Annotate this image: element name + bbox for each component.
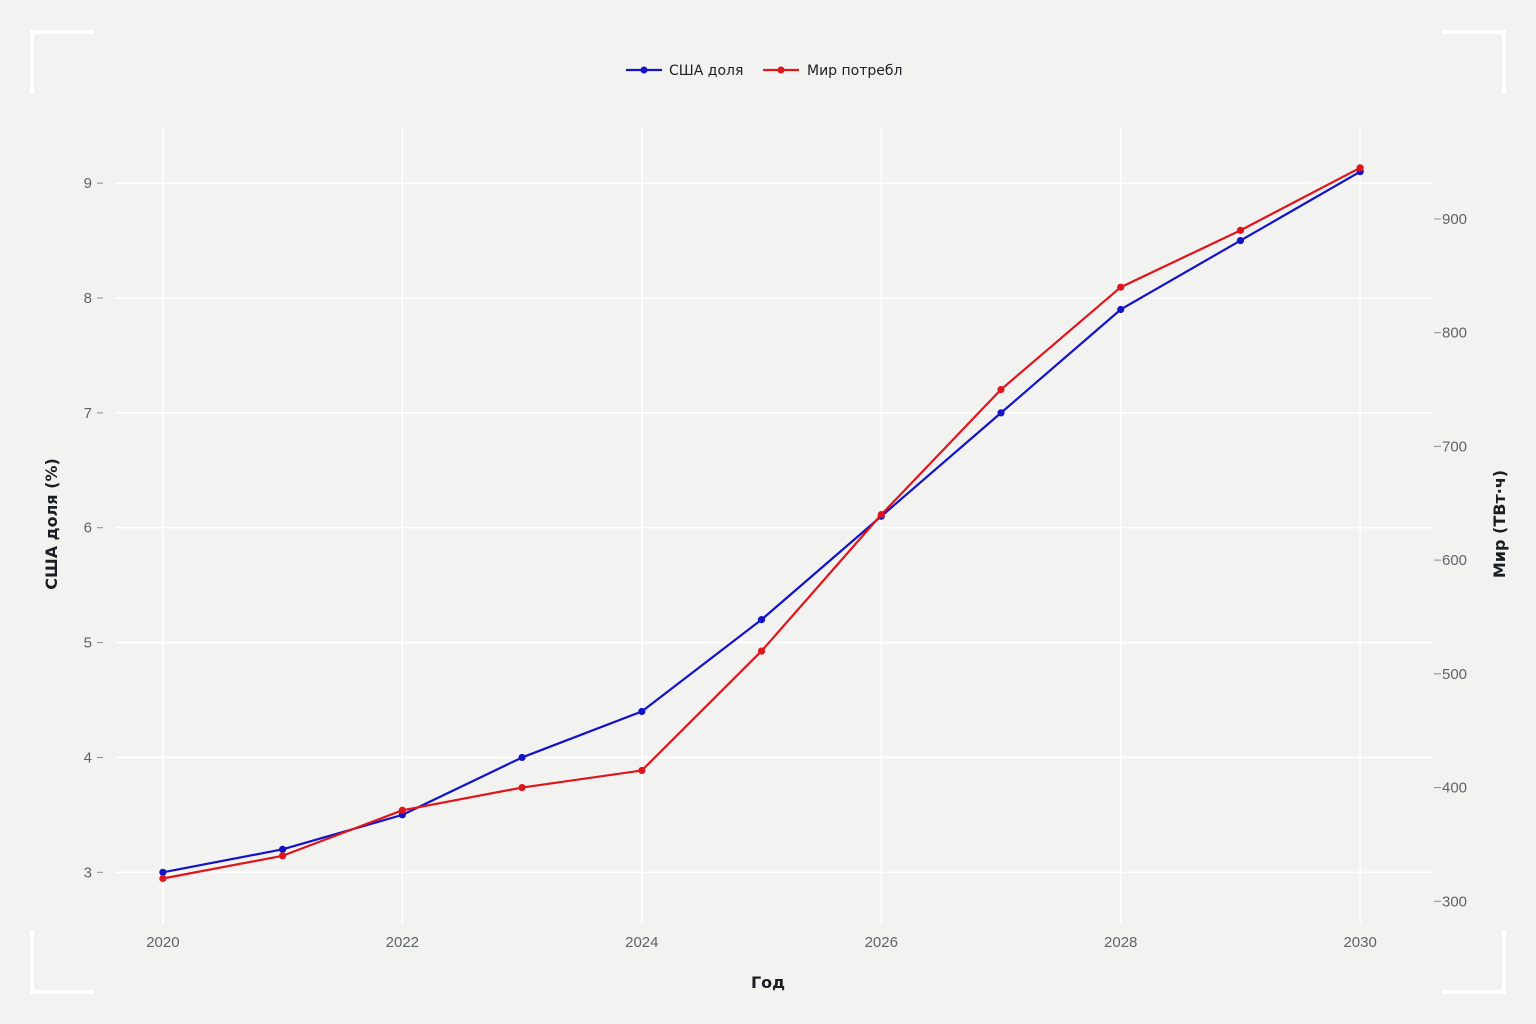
y-right-tick-label: 500	[1442, 666, 1467, 683]
data-point-series-1	[1356, 164, 1364, 172]
x-tick-label: 2022	[386, 934, 419, 951]
series-line-0	[162, 170, 1361, 874]
data-point-series-1	[398, 806, 406, 814]
data-point-series-0	[638, 707, 646, 716]
corner-top-left	[30, 30, 94, 94]
data-point-series-1	[877, 511, 885, 519]
corner-brackets	[30, 30, 1506, 994]
data-point-series-1	[518, 783, 526, 792]
data-point-series-1	[279, 852, 287, 860]
y-left-tick-label: 9	[84, 175, 92, 192]
legend: США доля Мир потребл	[626, 63, 902, 79]
y-left-tick-label: 7	[84, 405, 92, 422]
y-right-tick-label: 300	[1442, 893, 1467, 910]
data-point-series-1	[638, 766, 646, 775]
data-point-series-0	[279, 845, 287, 853]
y-left-tick-label: 8	[84, 290, 92, 307]
y-axis-right-title: Мир (ТВт·ч)	[1490, 470, 1509, 578]
x-tick-label: 2030	[1343, 934, 1376, 951]
y-right-tick-label: 700	[1442, 438, 1467, 455]
data-point-series-0	[997, 409, 1005, 417]
grid-lines	[115, 128, 1432, 924]
data-point-series-0	[757, 616, 766, 624]
y-axis-left-title: США доля (%)	[42, 458, 61, 590]
legend-marker-world-consumption	[777, 66, 785, 74]
corner-bottom-right	[1442, 930, 1506, 994]
legend-item-us-share[interactable]: США доля	[626, 63, 743, 79]
data-point-series-0	[1117, 305, 1125, 314]
y-left-tick-label: 6	[84, 520, 92, 537]
corner-top-right	[1442, 30, 1506, 94]
x-tick-label: 2024	[625, 934, 658, 951]
corner-bottom-left	[30, 930, 94, 994]
legend-label-us-share: США доля	[669, 63, 743, 79]
legend-marker-us-share	[640, 66, 648, 74]
legend-item-world-consumption[interactable]: Мир потребл	[763, 63, 902, 79]
x-tick-label: 2020	[146, 934, 179, 951]
axis-ticks: 2020 2022 2024 2026 2028 2030 3 4 5 6 7 8 9 300 400 500…	[84, 175, 1467, 951]
data-point-series-1	[757, 647, 766, 655]
x-tick-label: 2028	[1104, 934, 1137, 951]
x-tick-label: 2026	[865, 934, 898, 951]
legend-label-world-consumption: Мир потребл	[807, 63, 902, 79]
data-point-series-0	[1236, 236, 1245, 245]
data-point-series-0	[159, 868, 167, 876]
y-right-tick-label: 900	[1442, 211, 1467, 228]
y-right-tick-label: 800	[1442, 325, 1467, 342]
y-left-tick-label: 4	[84, 749, 92, 766]
data-point-series-1	[1236, 226, 1245, 234]
y-right-tick-label: 400	[1442, 780, 1467, 797]
data-point-series-1	[997, 385, 1005, 394]
data-point-series-1	[1117, 283, 1125, 291]
y-left-tick-label: 3	[84, 864, 92, 881]
y-right-tick-label: 600	[1442, 552, 1467, 569]
y-left-tick-label: 5	[84, 635, 92, 652]
data-point-series-1	[159, 874, 167, 883]
data-point-series-0	[518, 753, 526, 762]
data-series	[159, 164, 1364, 883]
x-axis-title: Год	[751, 973, 785, 992]
